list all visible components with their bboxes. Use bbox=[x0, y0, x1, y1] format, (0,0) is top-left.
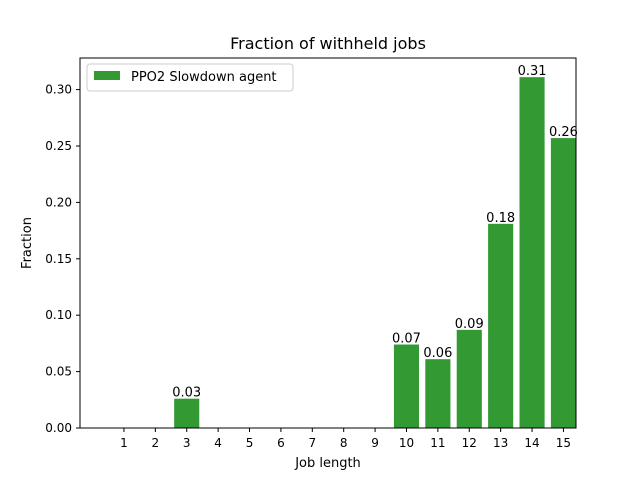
y-tick-label: 0.15 bbox=[45, 252, 72, 266]
x-tick-label: 1 bbox=[120, 436, 128, 450]
legend-swatch bbox=[94, 71, 120, 80]
x-tick-label: 10 bbox=[399, 436, 414, 450]
bars-group bbox=[174, 77, 576, 429]
x-tick-label: 7 bbox=[308, 436, 316, 450]
bar-value-label-11: 0.06 bbox=[423, 346, 452, 361]
bar-10 bbox=[393, 344, 420, 428]
x-tick-label: 11 bbox=[430, 436, 445, 450]
x-tick-label: 6 bbox=[277, 436, 285, 450]
y-tick-label: 0.00 bbox=[45, 421, 72, 435]
x-tick-label: 13 bbox=[493, 436, 508, 450]
x-tick-label: 4 bbox=[214, 436, 222, 450]
bar-value-label-10: 0.07 bbox=[392, 332, 421, 347]
x-tick-label: 12 bbox=[462, 436, 477, 450]
bar-3 bbox=[174, 398, 200, 428]
bar-12 bbox=[456, 329, 482, 428]
x-tick-label: 2 bbox=[152, 436, 160, 450]
bar-13 bbox=[488, 223, 514, 428]
x-axis-label: Job length bbox=[294, 456, 361, 471]
chart-title: Fraction of withheld jobs bbox=[230, 34, 426, 53]
legend-box bbox=[86, 63, 294, 92]
bar-11 bbox=[425, 359, 451, 428]
x-tick-label: 3 bbox=[183, 436, 191, 450]
y-axis-ticks: 0.00 0.05 0.10 0.15 0.20 0.25 0.30 bbox=[45, 83, 80, 435]
y-tick-label: 0.25 bbox=[45, 139, 72, 153]
legend: PPO2 Slowdown agent bbox=[86, 63, 294, 92]
bar-value-label-14: 0.31 bbox=[518, 64, 547, 79]
bar-labels-group: 0.03 0.070.060.09 0.18 0.31 0.26 bbox=[172, 64, 578, 400]
x-tick-label: 5 bbox=[246, 436, 254, 450]
bar-15 bbox=[550, 138, 576, 428]
bar-value-label-3: 0.03 bbox=[172, 386, 201, 401]
x-tick-label: 15 bbox=[556, 436, 571, 450]
plot-frame bbox=[79, 57, 577, 429]
y-tick-label: 0.10 bbox=[45, 308, 72, 322]
bar-value-label-15: 0.26 bbox=[549, 125, 578, 140]
x-tick-label: 8 bbox=[340, 436, 348, 450]
x-tick-label: 14 bbox=[524, 436, 539, 450]
bar-value-label-12: 0.09 bbox=[455, 317, 484, 332]
bar-value-label-13: 0.18 bbox=[486, 211, 515, 226]
y-tick-label: 0.20 bbox=[45, 195, 72, 209]
y-tick-label: 0.05 bbox=[45, 365, 72, 379]
y-tick-label: 0.30 bbox=[45, 83, 72, 97]
x-axis-ticks: 1 2 3 4 5 6 7 8 9 10 11 12 13 14 15 bbox=[120, 428, 571, 450]
x-tick-label: 9 bbox=[371, 436, 379, 450]
legend-label: PPO2 Slowdown agent bbox=[131, 70, 277, 85]
bar-14 bbox=[519, 77, 545, 429]
y-axis-label: Fraction bbox=[20, 217, 35, 269]
